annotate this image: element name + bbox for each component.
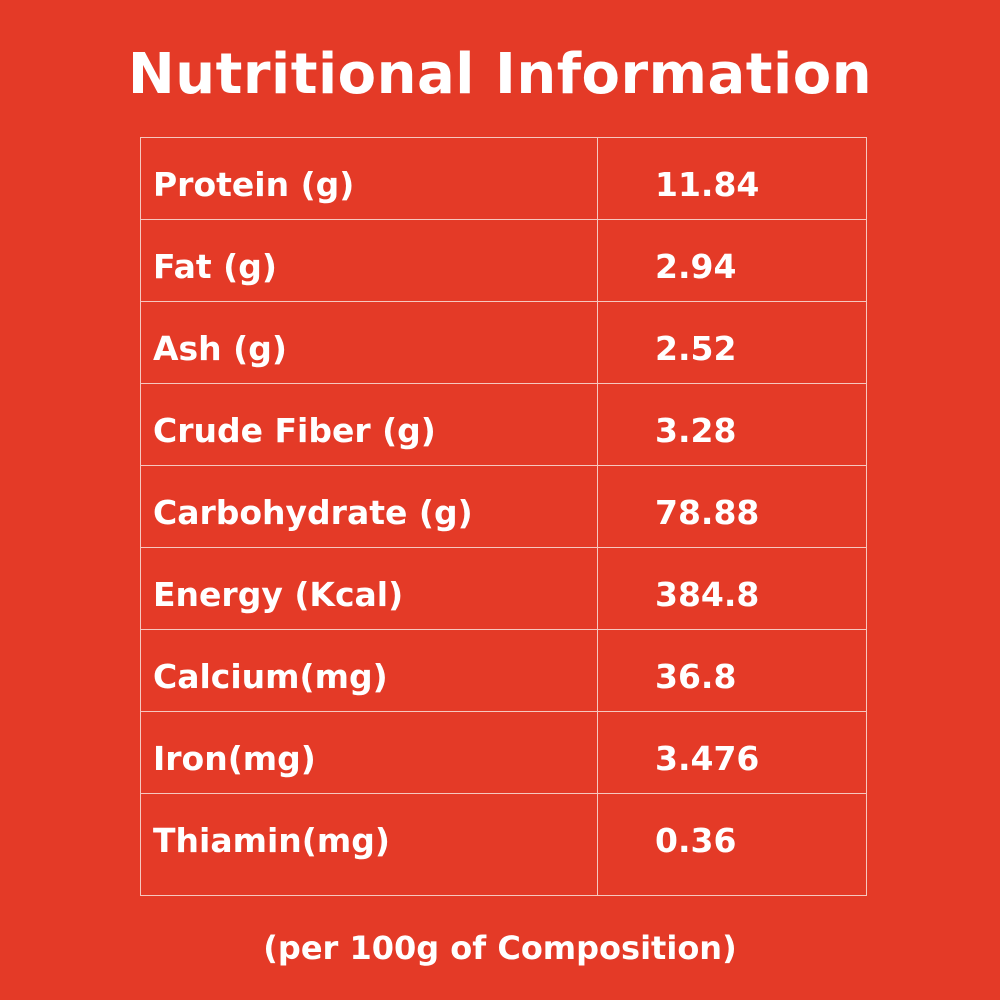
table-row-fat: Fat (g) 2.94	[141, 220, 866, 302]
row-value: 36.8	[655, 657, 737, 696]
page-title: Nutritional Information	[127, 42, 873, 107]
footnote: (per 100g of Composition)	[263, 929, 737, 967]
table-row-iron: Iron(mg) 3.476	[141, 712, 866, 794]
row-label: Thiamin(mg)	[153, 821, 390, 860]
row-value: 3.28	[655, 411, 737, 450]
row-label: Protein (g)	[153, 165, 355, 204]
row-label: Iron(mg)	[153, 739, 316, 778]
table-row-protein: Protein (g) 11.84	[141, 138, 866, 220]
row-label: Fat (g)	[153, 247, 277, 286]
row-label: Carbohydrate (g)	[153, 493, 473, 532]
table-row-carbohydrate: Carbohydrate (g) 78.88	[141, 466, 866, 548]
row-value: 3.476	[655, 739, 760, 778]
row-label: Energy (Kcal)	[153, 575, 404, 614]
row-value: 0.36	[655, 821, 737, 860]
table-row-calcium: Calcium(mg) 36.8	[141, 630, 866, 712]
row-value: 384.8	[655, 575, 760, 614]
row-value: 2.52	[655, 329, 737, 368]
row-value: 11.84	[655, 165, 760, 204]
table-row-thiamin: Thiamin(mg) 0.36	[141, 794, 866, 894]
table-row-crude-fiber: Crude Fiber (g) 3.28	[141, 384, 866, 466]
row-label: Crude Fiber (g)	[153, 411, 436, 450]
row-label: Ash (g)	[153, 329, 287, 368]
nutrition-table: Protein (g) 11.84 Fat (g) 2.94 Ash (g) 2…	[140, 137, 867, 896]
row-label: Calcium(mg)	[153, 657, 388, 696]
table-row-ash: Ash (g) 2.52	[141, 302, 866, 384]
column-divider	[597, 138, 598, 895]
row-value: 78.88	[655, 493, 760, 532]
row-value: 2.94	[655, 247, 737, 286]
table-row-energy: Energy (Kcal) 384.8	[141, 548, 866, 630]
